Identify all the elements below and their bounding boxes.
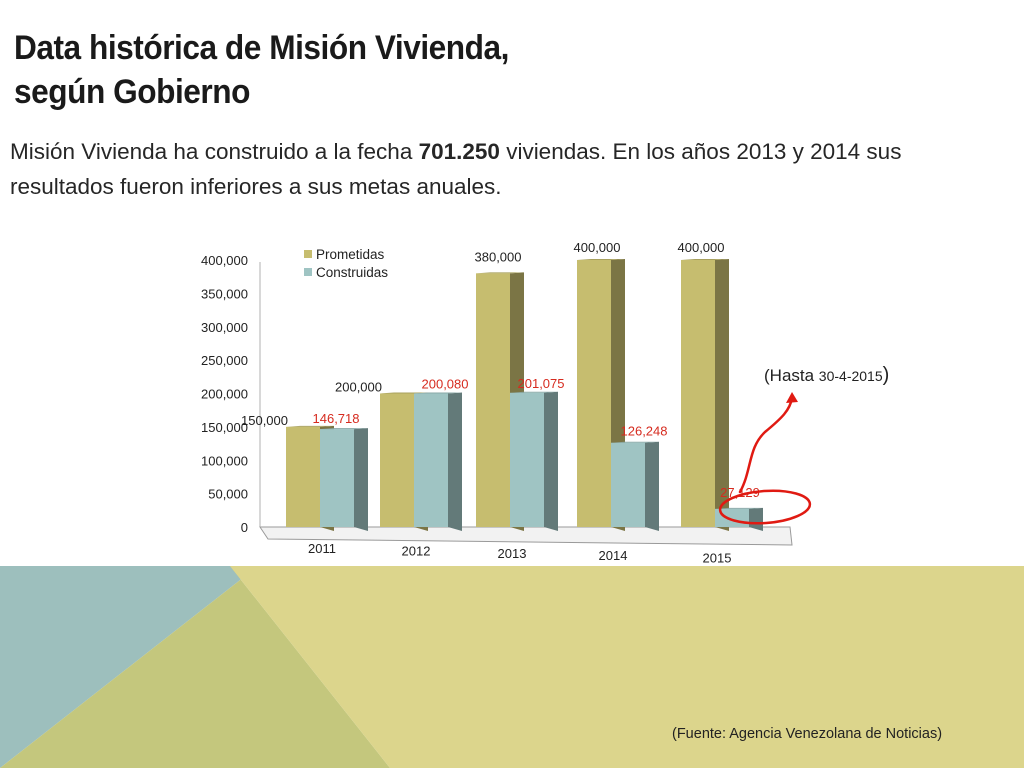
subtitle-text-end: viviendas. En los años 2013 y 2014 sus r…: [10, 139, 902, 199]
annotation-note-date: 30-4-2015: [819, 368, 883, 384]
background-band-yellow: [230, 566, 1024, 768]
bar-prometidas-2013: [476, 273, 510, 527]
slide-title: Data histórica de Misión Vivienda, según…: [14, 26, 665, 114]
slide-title-line2: según Gobierno: [14, 73, 250, 111]
data-label-construidas-2014: 126,248: [621, 424, 668, 439]
bar-construidas-2012-top: [414, 392, 462, 394]
bar-construidas-2014-top: [611, 441, 659, 443]
annotation-arrow-head: [786, 392, 798, 403]
annotation-note-suffix: ): [883, 364, 890, 386]
slide-title-line1: Data histórica de Misión Vivienda,: [14, 29, 509, 67]
y-tick-label: 300,000: [201, 320, 248, 335]
background-band-green: [0, 566, 390, 768]
bar-prometidas-2011-top: [286, 425, 334, 427]
bar-prometidas-2011: [286, 426, 320, 527]
y-tick-label: 200,000: [201, 387, 248, 402]
bar-prometidas-2015: [681, 260, 715, 527]
legend-label-prometidas: Prometidas: [316, 247, 385, 262]
source-note: (Fuente: Agencia Venezolana de Noticias): [672, 726, 943, 742]
bar-construidas-2014-side: [645, 441, 659, 531]
bar-construidas-2013-top: [510, 391, 558, 393]
data-label-prometidas-2012: 200,000: [335, 380, 382, 395]
bar-construidas-2013: [510, 392, 544, 527]
annotation-arrow-line: [738, 396, 794, 494]
y-tick-label: 50,000: [208, 487, 248, 502]
annotation-note: (Hasta 30-4-2015): [764, 364, 889, 386]
slide-subtitle: Misión Vivienda ha construido a la fecha…: [10, 134, 1010, 204]
legend-swatch-prometidas: [304, 250, 312, 258]
bar-construidas-2015-top: [715, 507, 763, 509]
data-label-prometidas-2014: 400,000: [574, 240, 621, 255]
bar-construidas-2011-side: [354, 428, 368, 531]
bar-construidas-2014: [611, 442, 645, 527]
bar-prometidas-2012-top: [380, 392, 428, 394]
bar-prometidas-2012: [380, 393, 414, 527]
y-tick-label: 0: [241, 520, 248, 535]
data-label-prometidas-2013: 380,000: [475, 249, 522, 264]
x-tick-label-2011: 2011: [308, 541, 336, 556]
bar-construidas-2012: [414, 393, 448, 527]
bar-construidas-2013-side: [544, 391, 558, 531]
y-tick-label: 150,000: [201, 420, 248, 435]
bar-construidas-2011: [320, 429, 354, 527]
data-label-prometidas-2011: 150,000: [241, 413, 288, 428]
x-tick-label-2013: 2013: [498, 546, 527, 561]
annotation-note-prefix: (Hasta: [764, 366, 819, 385]
bar-prometidas-2015-top: [681, 259, 729, 260]
bar-prometidas-2013-top: [476, 272, 524, 274]
x-tick-label-2012: 2012: [402, 543, 431, 558]
data-label-construidas-2011: 146,718: [313, 411, 360, 426]
bar-construidas-2012-side: [448, 392, 462, 531]
y-tick-label: 400,000: [201, 253, 248, 268]
y-tick-label: 250,000: [201, 353, 248, 368]
bar-prometidas-2014-top: [577, 259, 625, 260]
x-tick-label-2014: 2014: [599, 548, 628, 563]
x-tick-label-2015: 2015: [703, 551, 732, 566]
highlight-ellipse: [718, 489, 812, 525]
legend-label-construidas: Construidas: [316, 265, 388, 280]
data-label-construidas-2012: 200,080: [422, 376, 469, 391]
bar-prometidas-2015-side: [715, 259, 729, 531]
data-label-prometidas-2015: 400,000: [678, 240, 725, 255]
legend-swatch-construidas: [304, 268, 312, 276]
bar-construidas-2015-side: [749, 507, 763, 531]
chart-floor: [259, 526, 793, 546]
y-tick-label: 350,000: [201, 286, 248, 301]
bar-construidas-2011-top: [320, 428, 368, 430]
y-tick-label: 100,000: [201, 453, 248, 468]
subtitle-total-value: 701.250: [418, 139, 500, 164]
bar-prometidas-2014: [577, 260, 611, 527]
subtitle-text-start: Misión Vivienda ha construido a la fecha: [10, 139, 419, 164]
data-label-construidas-2013: 201,075: [518, 376, 565, 391]
